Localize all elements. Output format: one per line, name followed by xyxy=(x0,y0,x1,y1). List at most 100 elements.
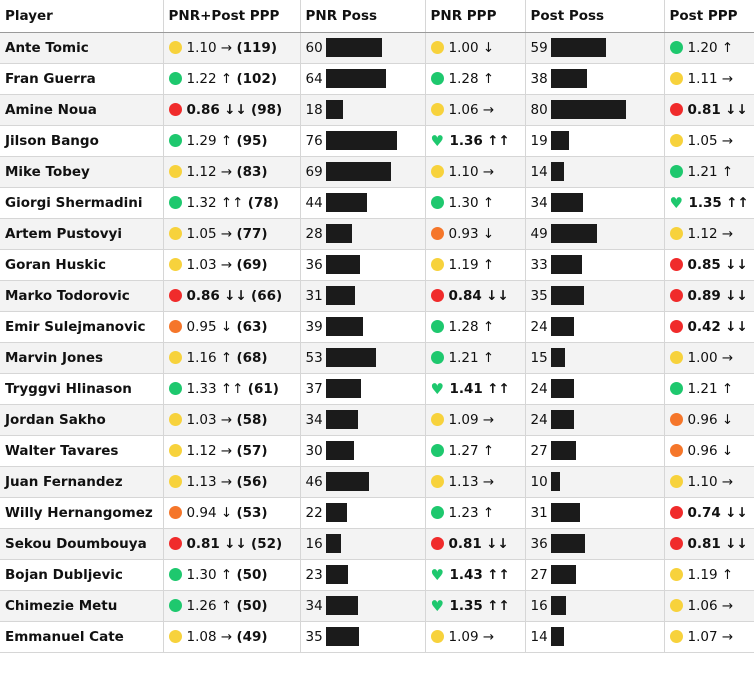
poss-bar xyxy=(325,441,354,460)
table-row[interactable]: Bojan Dubljevic 1.30 ↑ (50) 23 ♥ 1.43 ↑↑ 27 1.… xyxy=(0,559,754,591)
pnr-ppp-cell: 1.30 ↑ xyxy=(424,187,525,219)
post-poss-cell: 14 xyxy=(524,621,664,653)
table-row[interactable]: Walter Tavares 1.12 → (57) 30 1.27 ↑ 27 0.96 … xyxy=(0,435,754,467)
table-row[interactable]: Juan Fernandez 1.13 → (56) 46 1.13 → 10 1.10 … xyxy=(0,466,754,498)
poss-number: 24 xyxy=(530,412,548,428)
table-row[interactable]: Goran Huskic 1.03 → (69) 36 1.19 ↑ 33 0.85 ↓↓ xyxy=(0,249,754,281)
level-dot-icon xyxy=(669,505,683,519)
level-dot-icon xyxy=(669,567,683,581)
combined-ppp-cell: 1.12 → (57) xyxy=(162,435,300,467)
poss-bar xyxy=(325,193,367,212)
table-row[interactable]: Amine Noua 0.86 ↓↓ (98) 18 1.06 → 80 0.81 ↓↓ xyxy=(0,94,754,126)
level-dot-icon xyxy=(669,381,683,395)
level-dot-icon xyxy=(430,505,444,519)
poss-bar xyxy=(325,286,355,305)
table-row[interactable]: Marko Todorovic 0.86 ↓↓ (66) 31 0.84 ↓↓ 35 0.… xyxy=(0,280,754,312)
ppp-value: 1.13 xyxy=(448,473,479,490)
level-dot-icon xyxy=(168,598,182,612)
table-row[interactable]: Giorgi Shermadini 1.32 ↑↑ (78) 44 1.30 ↑ 34 ♥… xyxy=(0,187,754,219)
poss-number: 10 xyxy=(530,474,548,490)
level-dot-icon xyxy=(669,629,683,643)
ppp-value: 0.85 xyxy=(687,256,721,273)
trend-arrow: → xyxy=(721,473,734,490)
table-row[interactable]: Jilson Bango 1.29 ↑ (95) 76 ♥ 1.36 ↑↑ 19 1.05 … xyxy=(0,125,754,157)
ppp-value: 1.09 xyxy=(448,411,479,428)
player-name: Amine Noua xyxy=(0,94,163,126)
post-poss-cell: 34 xyxy=(524,187,664,219)
ppp-value: 1.07 xyxy=(687,628,718,645)
level-dot-icon xyxy=(430,319,444,333)
post-ppp-cell: 0.81 ↓↓ xyxy=(663,528,754,560)
table-row[interactable]: Willy Hernangomez 0.94 ↓ (53) 22 1.23 ↑ 31 0.… xyxy=(0,497,754,529)
possessions-count: (68) xyxy=(236,349,268,366)
poss-bar xyxy=(550,627,564,646)
ppp-value: 1.28 xyxy=(448,318,479,335)
col-header-combined-ppp[interactable]: PNR+Post PPP xyxy=(162,0,300,33)
post-poss-cell: 14 xyxy=(524,156,664,188)
table-row[interactable]: Sekou Doumbouya 0.81 ↓↓ (52) 16 0.81 ↓↓ 36 0.… xyxy=(0,528,754,560)
ppp-value: 1.09 xyxy=(448,628,479,645)
level-dot-icon xyxy=(168,350,182,364)
post-ppp-cell: 1.21 ↑ xyxy=(663,373,754,405)
table-row[interactable]: Tryggvi Hlinason 1.33 ↑↑ (61) 37 ♥ 1.41 ↑↑ 24… xyxy=(0,373,754,405)
level-dot-icon xyxy=(669,133,683,147)
col-header-post-ppp[interactable]: Post PPP xyxy=(663,0,754,33)
post-poss-cell: 24 xyxy=(524,373,664,405)
ppp-value: 0.86 xyxy=(186,101,220,118)
poss-bar xyxy=(550,162,564,181)
table-row[interactable]: Fran Guerra 1.22 ↑ (102) 64 1.28 ↑ 38 1.11 → xyxy=(0,63,754,95)
table-row[interactable]: Chimezie Metu 1.26 ↑ (50) 34 ♥ 1.35 ↑↑ 16 1.06… xyxy=(0,590,754,622)
table-row[interactable]: Marvin Jones 1.16 ↑ (68) 53 1.21 ↑ 15 1.00 → xyxy=(0,342,754,374)
poss-number: 24 xyxy=(530,319,548,335)
col-header-post-poss[interactable]: Post Poss xyxy=(524,0,664,33)
combined-ppp-cell: 1.33 ↑↑ (61) xyxy=(162,373,300,405)
poss-number: 15 xyxy=(530,350,548,366)
trend-arrow: ↓ xyxy=(721,411,734,428)
trend-arrow: ↑ xyxy=(482,442,495,459)
post-ppp-cell: 1.10 → xyxy=(663,466,754,498)
pnr-poss-cell: 31 xyxy=(299,280,425,312)
level-dot-icon xyxy=(430,412,444,426)
col-header-pnr-ppp[interactable]: PNR PPP xyxy=(424,0,525,33)
pnr-ppp-cell: 1.10 → xyxy=(424,156,525,188)
player-name: Giorgi Shermadini xyxy=(0,187,163,219)
table-row[interactable]: Emir Sulejmanovic 0.95 ↓ (63) 39 1.28 ↑ 24 0.… xyxy=(0,311,754,343)
col-header-pnr-poss[interactable]: PNR Poss xyxy=(299,0,425,33)
post-ppp-cell: 1.21 ↑ xyxy=(663,156,754,188)
pnr-poss-cell: 76 xyxy=(299,125,425,157)
table-row[interactable]: Emmanuel Cate 1.08 → (49) 35 1.09 → 14 1.07 → xyxy=(0,621,754,653)
trend-arrow: ↑ xyxy=(220,566,233,583)
level-dot-icon xyxy=(669,412,683,426)
col-header-player[interactable]: Player xyxy=(0,0,163,33)
poss-number: 16 xyxy=(530,598,548,614)
pnr-ppp-cell: 0.84 ↓↓ xyxy=(424,280,525,312)
combined-ppp-cell: 1.03 → (58) xyxy=(162,404,300,436)
combined-ppp-cell: 1.13 → (56) xyxy=(162,466,300,498)
heart-icon: ♥ xyxy=(430,565,444,584)
table-row[interactable]: Artem Pustovyi 1.05 → (77) 28 0.93 ↓ 49 1.12 … xyxy=(0,218,754,250)
poss-number: 49 xyxy=(530,226,548,242)
trend-arrow: → xyxy=(220,473,233,490)
ppp-value: 1.12 xyxy=(186,163,217,180)
trend-arrow: ↓↓ xyxy=(224,101,247,118)
level-dot-icon xyxy=(168,381,182,395)
ppp-value: 0.74 xyxy=(687,504,721,521)
trend-arrow: → xyxy=(220,163,233,180)
table-row[interactable]: Ante Tomic 1.10 → (119) 60 1.00 ↓ 59 1.20 ↑ xyxy=(0,32,754,64)
post-poss-cell: 38 xyxy=(524,63,664,95)
level-dot-icon xyxy=(430,288,444,302)
level-dot-icon xyxy=(669,40,683,54)
poss-bar xyxy=(325,534,341,553)
trend-arrow: → xyxy=(482,473,495,490)
trend-arrow: ↓ xyxy=(482,225,495,242)
possessions-count: (102) xyxy=(236,70,277,87)
player-name: Walter Tavares xyxy=(0,435,163,467)
table-row[interactable]: Jordan Sakho 1.03 → (58) 34 1.09 → 24 0.96 ↓ xyxy=(0,404,754,436)
poss-number: 39 xyxy=(305,319,323,335)
player-name: Ante Tomic xyxy=(0,32,163,64)
trend-arrow: → xyxy=(721,70,734,87)
table-row[interactable]: Mike Tobey 1.12 → (83) 69 1.10 → 14 1.21 ↑ xyxy=(0,156,754,188)
level-dot-icon xyxy=(168,40,182,54)
pnr-poss-cell: 34 xyxy=(299,590,425,622)
level-dot-icon xyxy=(168,226,182,240)
